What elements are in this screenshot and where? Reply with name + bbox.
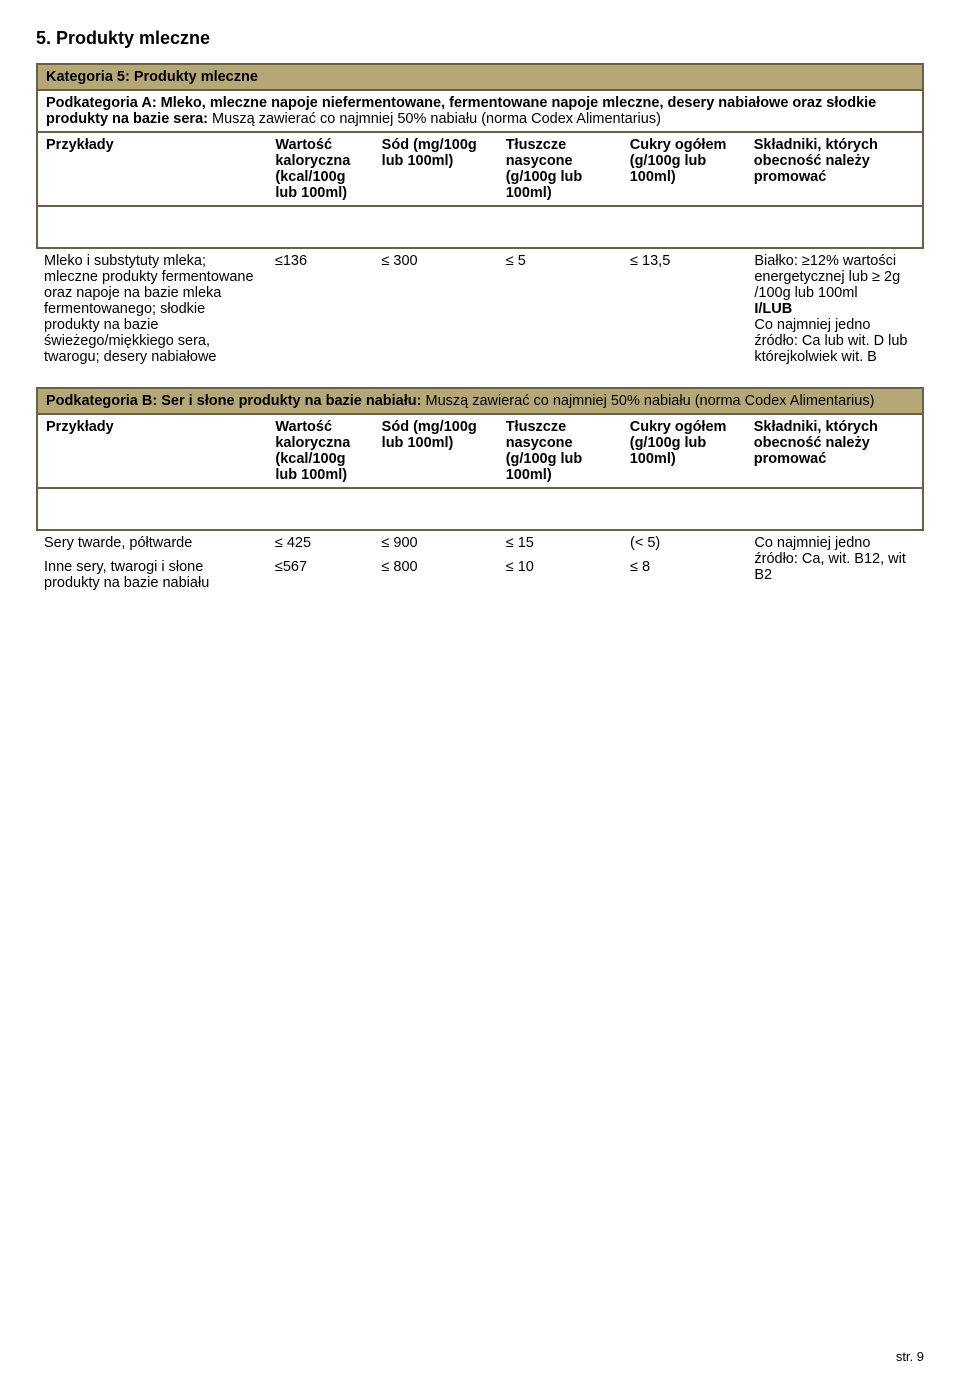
cell-calories: ≤ 425 (267, 531, 374, 555)
cell-examples: Inne sery, twarogi i słone produkty na b… (36, 555, 267, 595)
cell-satfat: ≤ 10 (498, 555, 622, 595)
subcategory-a-row: Podkategoria A: Mleko, mleczne napoje ni… (36, 91, 924, 133)
col-examples: Przykłady (37, 415, 267, 488)
cell-sodium: ≤ 900 (373, 531, 497, 555)
subcategory-a-note: Muszą zawierać co najmniej 50% nabiału (… (208, 111, 661, 127)
cell-satfat: ≤ 15 (498, 531, 622, 555)
col-examples: Przykłady (37, 133, 267, 206)
category-a-header-table: Przykłady Wartość kaloryczna (kcal/100g … (36, 133, 924, 249)
subcategory-b-note: Muszą zawierać co najmniej 50% nabiału (… (421, 393, 874, 409)
col-components: Składniki, których obecność należy promo… (746, 415, 923, 488)
cell-examples: Sery twarde, półtwarde (36, 531, 267, 555)
spacer-row (37, 206, 923, 248)
cell-satfat: ≤ 5 (498, 249, 622, 369)
table-row: Mleko i substytuty mleka; mleczne produk… (36, 249, 924, 369)
cell-components: Białko: ≥12% wartości energetycznej lub … (746, 249, 924, 369)
cell-calories: ≤136 (267, 249, 374, 369)
category-a-data-table: Mleko i substytuty mleka; mleczne produk… (36, 249, 924, 369)
cell-sugar: ≤ 8 (622, 555, 746, 595)
components-line1: Białko: ≥12% wartości energetycznej lub … (754, 253, 900, 301)
cell-calories: ≤567 (267, 555, 374, 595)
subcategory-b-title: Podkategoria B: Ser i słone produkty na … (46, 393, 421, 409)
col-satfat: Tłuszcze nasycone (g/100g lub 100ml) (498, 133, 622, 206)
cell-examples: Mleko i substytuty mleka; mleczne produk… (36, 249, 267, 369)
col-calories: Wartość kaloryczna (kcal/100g lub 100ml) (267, 415, 373, 488)
cell-sugar: ≤ 13,5 (622, 249, 746, 369)
spacer-row (37, 488, 923, 530)
col-satfat: Tłuszcze nasycone (g/100g lub 100ml) (498, 415, 622, 488)
cell-components: Co najmniej jedno źródło: Ca, wit. B12, … (746, 531, 924, 595)
subcategory-b-row: Podkategoria B: Ser i słone produkty na … (36, 387, 924, 415)
col-sodium: Sód (mg/100g lub 100ml) (374, 415, 498, 488)
col-sodium: Sód (mg/100g lub 100ml) (374, 133, 498, 206)
category-header: Kategoria 5: Produkty mleczne (36, 63, 924, 91)
col-calories: Wartość kaloryczna (kcal/100g lub 100ml) (267, 133, 373, 206)
col-components: Składniki, których obecność należy promo… (746, 133, 923, 206)
components-line3: Co najmniej jedno źródło: Ca lub wit. D … (754, 317, 907, 365)
category-b-data-table: Sery twarde, półtwarde ≤ 425 ≤ 900 ≤ 15 … (36, 531, 924, 595)
cell-sodium: ≤ 300 (373, 249, 497, 369)
table-row: Sery twarde, półtwarde ≤ 425 ≤ 900 ≤ 15 … (36, 531, 924, 555)
cell-sodium: ≤ 800 (373, 555, 497, 595)
page-number: str. 9 (896, 1349, 924, 1364)
col-sugar: Cukry ogółem (g/100g lub 100ml) (622, 133, 746, 206)
components-line2: I/LUB (754, 301, 792, 317)
category-b-header-table: Przykłady Wartość kaloryczna (kcal/100g … (36, 415, 924, 531)
col-sugar: Cukry ogółem (g/100g lub 100ml) (622, 415, 746, 488)
cell-sugar: (< 5) (622, 531, 746, 555)
section-title: 5. Produkty mleczne (36, 28, 924, 49)
